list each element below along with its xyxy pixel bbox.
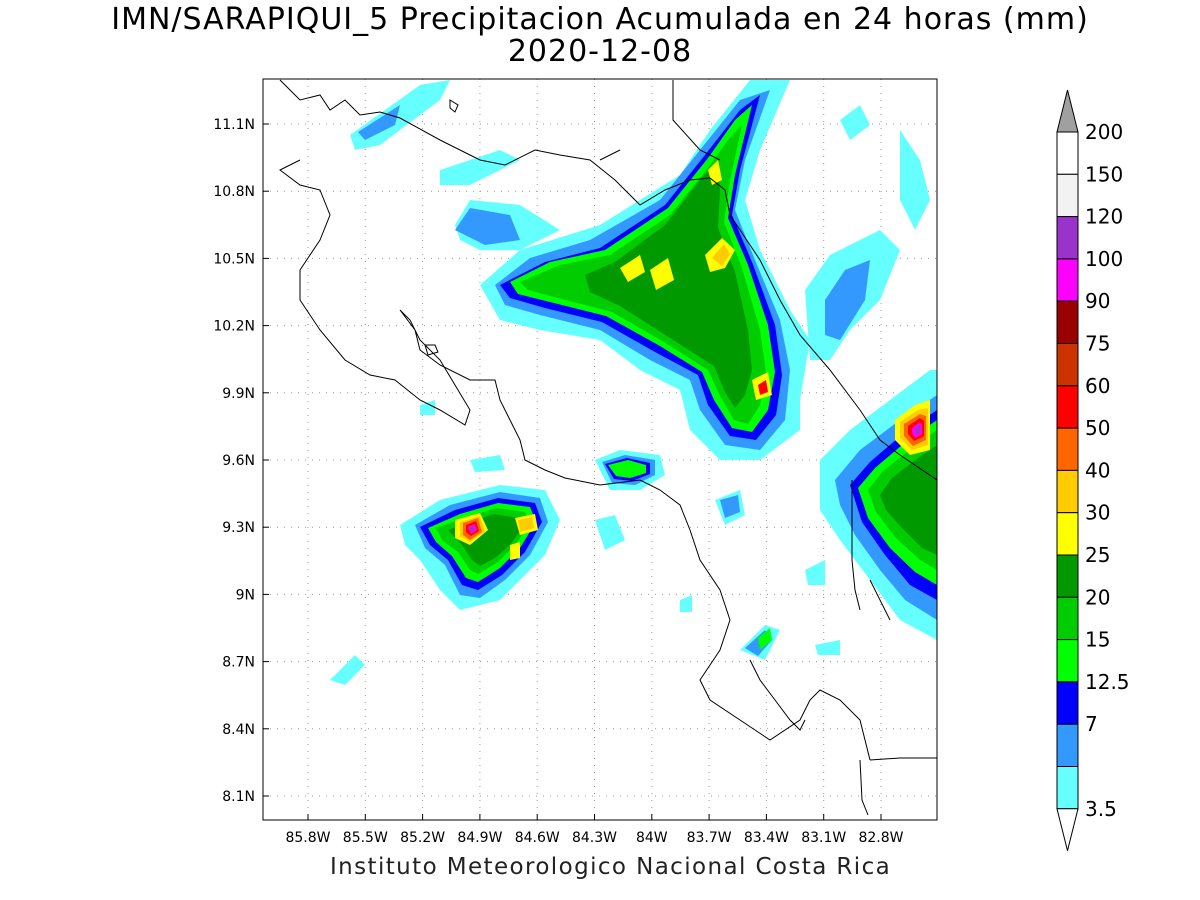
map-date: 2020-12-08 bbox=[507, 34, 693, 69]
colorbar-swatch bbox=[1056, 512, 1079, 556]
colorbar-swatch bbox=[1056, 131, 1079, 175]
x-tick-label: 84.9W bbox=[457, 830, 502, 846]
colorbar-swatch bbox=[1056, 554, 1079, 598]
x-tick-label: 83.4W bbox=[744, 830, 789, 846]
y-tick-label: 8.7N bbox=[222, 655, 255, 671]
y-axis: 11.1N 10.8N 10.5N 10.2N 9.9N 9.6N 9.3N 9N 8.7N 8.… bbox=[213, 117, 269, 805]
x-tick-label: 84W bbox=[636, 830, 668, 846]
colorbar-label: 20 bbox=[1085, 585, 1110, 609]
colorbar-swatch bbox=[1056, 427, 1079, 471]
colorbar-swatch bbox=[1056, 258, 1079, 302]
colorbar-label: 15 bbox=[1085, 628, 1110, 652]
plot-frame bbox=[262, 78, 938, 821]
y-tick-label: 8.1N bbox=[222, 789, 255, 805]
y-tick-label: 9.3N bbox=[222, 520, 255, 536]
colorbar-under-arrow bbox=[1056, 808, 1079, 851]
colorbar-label: 3.5 bbox=[1085, 797, 1117, 821]
colorbar-label: 120 bbox=[1085, 205, 1123, 229]
y-tick-label: 10.8N bbox=[213, 184, 255, 200]
x-tick-label: 83.1W bbox=[801, 830, 846, 846]
y-tick-label: 9N bbox=[236, 587, 255, 603]
colorbar-label: 30 bbox=[1085, 501, 1110, 525]
x-axis: 85.8W 85.5W 85.2W 84.9W 84.6W 84.3W 84W 83.7W 83… bbox=[285, 814, 904, 846]
colorbar-swatch bbox=[1056, 639, 1079, 683]
colorbar-swatch bbox=[1056, 300, 1079, 345]
colorbar-swatch bbox=[1056, 173, 1079, 218]
colorbar-label: 100 bbox=[1085, 247, 1123, 271]
x-tick-label: 85.8W bbox=[285, 830, 330, 846]
x-tick-label: 85.2W bbox=[400, 830, 445, 846]
y-tick-label: 8.4N bbox=[222, 722, 255, 738]
colorbar: 200 150 120 100 90 75 60 50 40 30 25 20 15 12.5 7 3.5 bbox=[1056, 89, 1130, 851]
colorbar-label: 60 bbox=[1085, 374, 1110, 398]
x-tick-label: 82.8W bbox=[858, 830, 903, 846]
colorbar-label: 25 bbox=[1085, 543, 1110, 567]
colorbar-swatch bbox=[1056, 596, 1079, 641]
colorbar-label: 75 bbox=[1085, 332, 1110, 356]
colorbar-label: 7 bbox=[1085, 712, 1098, 736]
colorbar-label: 200 bbox=[1085, 120, 1123, 144]
colorbar-swatch bbox=[1056, 723, 1079, 768]
y-tick-label: 9.6N bbox=[222, 453, 255, 469]
colorbar-label: 12.5 bbox=[1085, 670, 1130, 694]
colorbar-label: 90 bbox=[1085, 289, 1110, 313]
x-tick-label: 83.7W bbox=[687, 830, 732, 846]
colorbar-label: 40 bbox=[1085, 458, 1110, 482]
x-tick-label: 84.3W bbox=[572, 830, 617, 846]
colorbar-over-arrow bbox=[1056, 89, 1079, 133]
map-title: IMN/SARAPIQUI_5 Precipitacion Acumulada … bbox=[111, 2, 1089, 37]
x-tick-label: 84.6W bbox=[515, 830, 560, 846]
colorbar-swatch bbox=[1056, 343, 1079, 387]
plot-area bbox=[263, 79, 937, 820]
x-tick-label: 85.5W bbox=[343, 830, 388, 846]
coastlines bbox=[279, 79, 937, 816]
y-tick-label: 10.2N bbox=[213, 319, 255, 335]
colorbar-label: 150 bbox=[1085, 162, 1123, 186]
colorbar-swatch bbox=[1056, 469, 1079, 514]
y-tick-label: 11.1N bbox=[213, 117, 255, 133]
colorbar-swatch bbox=[1056, 681, 1079, 725]
credit-text: Instituto Meteorologico Nacional Costa R… bbox=[330, 854, 892, 880]
colorbar-swatch bbox=[1056, 385, 1079, 429]
y-tick-label: 9.9N bbox=[222, 386, 255, 402]
colorbar-swatch bbox=[1056, 216, 1079, 260]
colorbar-label: 50 bbox=[1085, 416, 1110, 440]
precipitation-field bbox=[330, 80, 937, 685]
y-tick-label: 10.5N bbox=[213, 251, 255, 267]
colorbar-swatch bbox=[1056, 766, 1079, 810]
